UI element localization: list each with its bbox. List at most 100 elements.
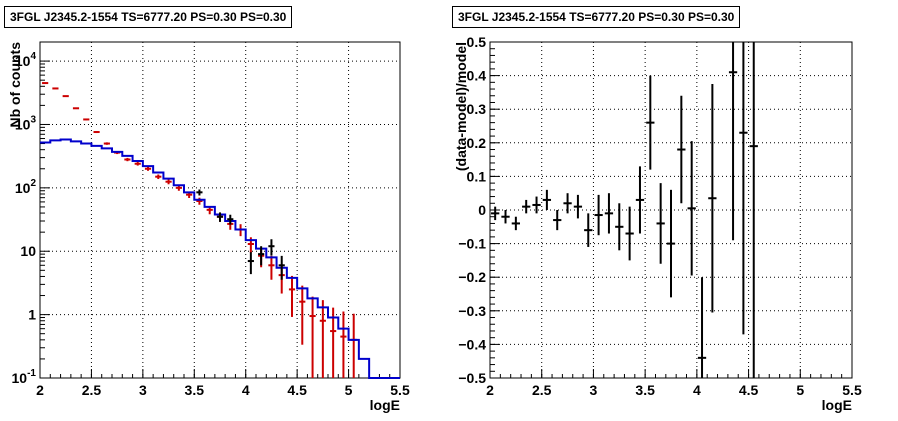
x-tick-label: 5.5 (390, 382, 410, 398)
data-point-black (247, 252, 254, 275)
x-tick-label: 2.5 (82, 382, 102, 398)
residual-ylabel: (data-model)/model (453, 42, 469, 171)
residual-point (553, 210, 562, 231)
counts-plot-frame (39, 41, 401, 379)
residual-point (563, 193, 572, 214)
data-point-red (134, 162, 141, 166)
data-point-red (319, 300, 326, 378)
x-tick-label: 4.5 (739, 382, 759, 398)
y-tick-label: −0.3 (458, 303, 486, 319)
data-point-black (278, 255, 285, 280)
x-tick-label: 2 (36, 382, 44, 398)
residual-point (532, 196, 541, 214)
x-tick-label: 3.5 (185, 382, 205, 398)
y-tick-label: 0.1 (467, 168, 487, 184)
x-tick-label: 5 (796, 382, 804, 398)
residual-point (749, 42, 758, 378)
y-tick-label: −0.1 (458, 236, 486, 252)
residual-point (594, 194, 603, 236)
residual-point (542, 189, 552, 210)
data-point-red (309, 296, 316, 378)
residual-point (677, 95, 686, 204)
residual-point (625, 206, 634, 261)
y-tick-label: −0.5 (458, 370, 486, 386)
x-tick-label: 4 (693, 382, 701, 398)
residual-point (739, 42, 748, 335)
y-tick-label: 0 (478, 202, 486, 218)
data-point-red (340, 311, 347, 378)
data-point-red (103, 142, 110, 145)
residual-grid (490, 42, 852, 378)
y-tick-label: 103 (15, 114, 37, 132)
residual-point (656, 183, 665, 264)
data-point-red (83, 118, 90, 121)
residual-point (491, 206, 500, 221)
residual-point (522, 199, 531, 214)
x-tick-label: 2 (486, 382, 494, 398)
residual-title: 3FGL J2345.2-1554 TS=6777.20 PS=0.30 PS=… (452, 6, 741, 28)
data-point-red (268, 255, 275, 280)
data-point-red (330, 307, 337, 378)
data-point-black (268, 239, 275, 256)
counts-panel: 2 2.5 3 3.5 4 4.5 5 5.5 10-1 1 10 102 103 104 logE Nb… (7, 41, 410, 413)
y-tick-label: 102 (15, 178, 37, 196)
y-tick-label: 0.4 (467, 68, 487, 84)
data-point-red (124, 157, 131, 162)
x-tick-label: 3.5 (635, 382, 655, 398)
y-tick-label: 10-1 (12, 368, 37, 386)
x-tick-label: 2.5 (532, 382, 552, 398)
residual-point (666, 189, 676, 298)
counts-ylabel: Nb of counts (7, 42, 23, 128)
data-point-black (258, 246, 265, 266)
data-point-red (144, 166, 152, 171)
x-tick-label: 5 (345, 382, 353, 398)
residual-point (687, 141, 696, 276)
data-point-red (155, 174, 162, 180)
data-point-black (216, 212, 224, 222)
model-step-line (40, 138, 400, 379)
counts-xlabel: logE (370, 397, 400, 413)
data-point-red (52, 87, 59, 90)
y-tick-label: 0.2 (467, 135, 487, 151)
residual-point (615, 203, 624, 251)
data-point-red (299, 285, 306, 345)
data-point-red (93, 131, 100, 134)
x-tick-label: 5.5 (842, 382, 862, 398)
y-tick-label: −0.4 (458, 336, 486, 352)
residual-point (646, 75, 655, 170)
data-point-black (227, 214, 234, 225)
data-point-red (42, 82, 49, 85)
y-tick-label: 104 (15, 51, 37, 69)
data-point-red (72, 107, 80, 110)
x-tick-label: 4 (242, 382, 250, 398)
residual-marks (491, 42, 758, 378)
y-tick-label: 1 (28, 307, 36, 323)
y-tick-label: 0.3 (467, 101, 487, 117)
residual-point (573, 194, 583, 219)
counts-marks (40, 82, 400, 379)
residual-point (584, 213, 593, 247)
residual-point (697, 277, 707, 378)
residual-panel: 2 2.5 3 3.5 4 4.5 5 5.5 −0.5 −0.4 −0.3 −0.2 −0.1 0 0.1… (453, 34, 862, 413)
residual-axes: 2 2.5 3 3.5 4 4.5 5 5.5 −0.5 −0.4 −0.3 −0.2 −0.1 0 0.1… (458, 34, 862, 398)
counts-title: 3FGL J2345.2-1554 TS=6777.20 PS=0.30 PS=… (4, 6, 293, 28)
residual-point (604, 193, 614, 234)
x-tick-label: 4.5 (287, 382, 307, 398)
y-tick-label: 0.5 (467, 34, 487, 50)
residual-xlabel: logE (822, 397, 852, 413)
data-point-black (196, 189, 203, 196)
residual-point (511, 216, 520, 231)
residual-point (635, 166, 645, 234)
y-tick-label: −0.2 (458, 269, 486, 285)
data-point-red (62, 95, 69, 98)
counts-axes: 2 2.5 3 3.5 4 4.5 5 5.5 10-1 1 10 102 103 104 (12, 41, 410, 398)
data-point-red (288, 275, 296, 317)
x-tick-label: 3 (139, 382, 147, 398)
residual-point (728, 42, 738, 241)
counts-grid (40, 42, 400, 378)
data-point-red (165, 179, 172, 185)
y-tick-label: 10 (20, 243, 36, 259)
residual-point (708, 84, 717, 313)
residual-point (501, 210, 510, 224)
